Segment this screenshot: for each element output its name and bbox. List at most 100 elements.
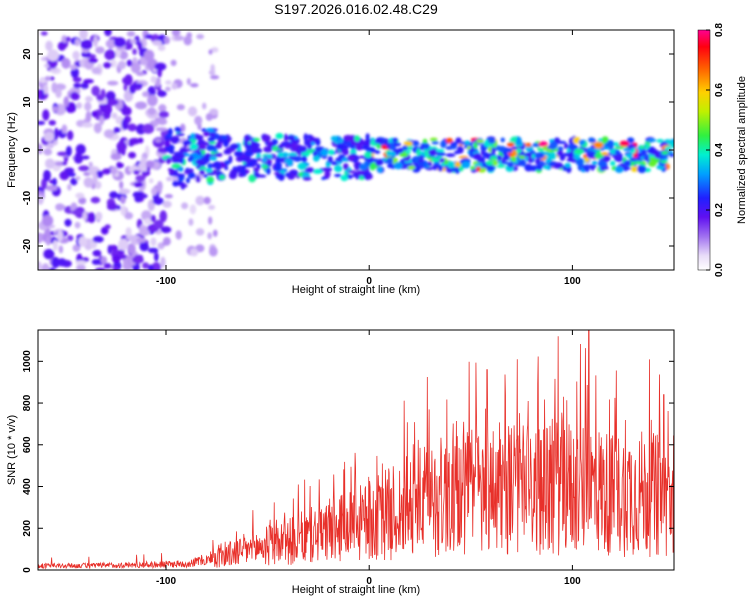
heatmap-cell	[647, 146, 656, 154]
heatmap-cell	[147, 264, 155, 270]
heatmap-cell	[210, 47, 219, 53]
heatmap-cell	[354, 135, 360, 142]
heatmap-cell	[41, 263, 50, 270]
heatmap-cell	[629, 157, 639, 162]
spectrogram-x-tick-label: 0	[366, 276, 372, 287]
heatmap-cell	[64, 167, 75, 174]
heatmap-cell	[74, 38, 81, 47]
heatmap-cell	[358, 176, 365, 181]
heatmap-cell	[190, 132, 196, 140]
heatmap-cell	[307, 138, 312, 144]
heatmap-cell	[109, 191, 119, 199]
heatmap-cell	[64, 218, 72, 227]
heatmap-cell	[278, 173, 285, 181]
heatmap-cell	[183, 35, 192, 46]
heatmap-cell	[263, 146, 273, 153]
heatmap-cell	[486, 164, 495, 172]
heatmap-cell	[354, 163, 361, 168]
heatmap-cell	[49, 76, 55, 81]
heatmap-cell	[172, 180, 179, 187]
heatmap-cell	[147, 247, 159, 254]
heatmap-cell	[517, 160, 527, 165]
colorbar-tick-label: 0.0	[714, 263, 725, 277]
heatmap-cell	[416, 148, 421, 156]
spectrogram-y-tick-label: 20	[22, 48, 33, 60]
heatmap-cell	[174, 35, 184, 41]
heatmap-cell	[143, 49, 155, 61]
heatmap-cell	[601, 136, 609, 143]
heatmap-cell	[127, 123, 137, 132]
heatmap-cell	[112, 266, 119, 270]
heatmap-cell	[430, 157, 440, 163]
colorbar: 0.0 0.2 0.4 0.6 0.8 Normalized spectral ampl…	[697, 23, 748, 277]
heatmap-cell	[92, 235, 104, 243]
heatmap-cell	[166, 157, 172, 165]
spectrogram-x-label: Height of straight line (km)	[292, 284, 420, 296]
heatmap-cell	[266, 162, 272, 167]
heatmap-cell	[340, 174, 349, 182]
heatmap-cell	[45, 40, 53, 52]
heatmap-cell	[162, 236, 171, 246]
heatmap-cell	[51, 82, 58, 94]
heatmap-cell	[210, 75, 220, 80]
heatmap-cell	[135, 101, 147, 110]
heatmap-cell	[157, 118, 168, 126]
heatmap-cell	[74, 221, 81, 229]
heatmap-cell	[632, 152, 638, 158]
heatmap-cell	[223, 139, 229, 148]
heatmap-cell	[647, 138, 657, 142]
heatmap-cell	[563, 143, 569, 150]
heatmap-cell	[99, 115, 105, 126]
spectrogram-heatmap	[38, 30, 674, 270]
heatmap-cell	[78, 236, 88, 247]
heatmap-cell	[220, 135, 229, 140]
heatmap-cell	[85, 110, 92, 123]
heatmap-cell	[56, 151, 68, 157]
heatmap-cell	[95, 46, 105, 54]
heatmap-cell	[72, 76, 82, 83]
heatmap-cell	[224, 166, 229, 170]
heatmap-cell	[65, 145, 72, 157]
heatmap-cell	[566, 151, 574, 158]
heatmap-cell	[70, 177, 78, 186]
heatmap-cell	[165, 80, 172, 85]
heatmap-cell	[641, 147, 647, 156]
heatmap-cell	[124, 212, 134, 220]
heatmap-cell	[102, 168, 112, 175]
heatmap-cell	[524, 164, 534, 171]
heatmap-cell	[633, 160, 644, 165]
heatmap-cell	[174, 126, 182, 132]
heatmap-cell	[151, 261, 162, 270]
heatmap-cell	[132, 255, 144, 264]
heatmap-cell	[485, 160, 494, 166]
heatmap-cell	[214, 152, 223, 158]
heatmap-cell	[179, 157, 184, 164]
heatmap-cell	[56, 229, 64, 242]
heatmap-cell	[175, 132, 185, 137]
heatmap-cell	[133, 169, 140, 175]
heatmap-cell	[95, 267, 106, 270]
heatmap-cell	[306, 134, 313, 139]
heatmap-cell	[42, 109, 50, 121]
heatmap-cell	[386, 151, 396, 157]
heatmap-cell	[57, 41, 66, 51]
heatmap-cell	[455, 137, 462, 144]
heatmap-cell	[511, 156, 517, 163]
heatmap-cell	[252, 161, 258, 166]
heatmap-cell	[40, 31, 48, 36]
heatmap-cell	[111, 254, 121, 264]
heatmap-cell	[81, 155, 90, 160]
heatmap-cell	[132, 191, 144, 199]
heatmap-cell	[515, 148, 522, 154]
heatmap-cell	[136, 71, 145, 77]
heatmap-cell	[52, 106, 59, 113]
heatmap-cell	[67, 172, 76, 177]
heatmap-cell	[336, 142, 343, 151]
snr-y-tick-label: 600	[22, 436, 33, 453]
heatmap-cell	[342, 148, 349, 156]
heatmap-cell	[168, 171, 175, 175]
heatmap-cell	[110, 166, 118, 175]
heatmap-cell	[128, 151, 137, 159]
heatmap-cell	[110, 59, 117, 68]
heatmap-cell	[573, 155, 581, 160]
